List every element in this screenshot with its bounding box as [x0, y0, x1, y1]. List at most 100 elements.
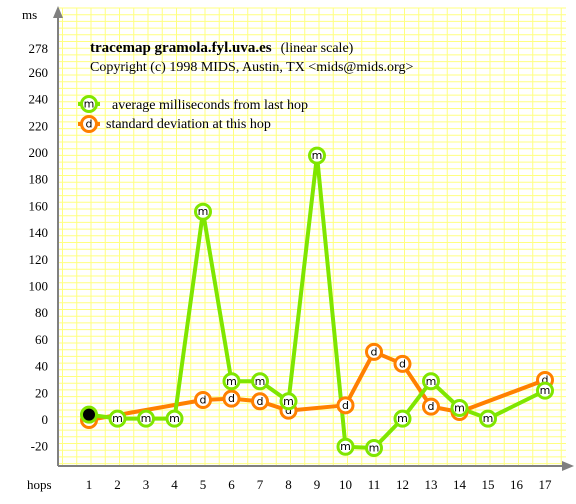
point-label: d [285, 404, 292, 417]
data-point-m: m [80, 405, 98, 424]
copyright-line: Copyright (c) 1998 MIDS, Austin, TX <mid… [90, 60, 413, 75]
grid [58, 7, 566, 466]
title-host: tracemap gramola.fyl.uva.es [90, 40, 272, 56]
point-label: m [169, 412, 180, 425]
data-point-m: m [251, 372, 269, 391]
y-tick-label: 180 [29, 172, 49, 187]
data-point-m: m [479, 409, 497, 428]
point-marker [251, 372, 269, 391]
point-label: d [257, 395, 264, 408]
data-point-m: m [165, 409, 184, 428]
legend-item-average: m average milliseconds from last hop [78, 95, 308, 113]
point-marker [194, 202, 212, 221]
data-point-m: m [450, 398, 469, 417]
point-marker [222, 389, 241, 408]
point-label: m [454, 401, 465, 414]
x-tick-label: 8 [285, 477, 292, 492]
data-point-m: m [336, 437, 355, 456]
data-point-d: d [336, 396, 355, 415]
data-point-d: d [393, 354, 412, 373]
point-label: m [483, 412, 494, 425]
legend-marker-d: d [86, 118, 93, 131]
data-point-m: m [194, 202, 212, 221]
x-tick-label: 7 [257, 477, 264, 492]
point-label: m [426, 375, 437, 388]
data-point-d: d [222, 389, 241, 408]
x-axis-arrow [562, 461, 574, 471]
x-tick-label: 16 [510, 477, 524, 492]
legend-marker-m: m [84, 98, 95, 111]
title-scale: (linear scale) [281, 41, 354, 56]
x-tick-label: 5 [200, 477, 207, 492]
point-label: m [397, 412, 408, 425]
data-point-m: m [393, 409, 412, 428]
data-point-d: d [422, 397, 440, 416]
y-tick-label: 40 [35, 359, 48, 374]
point-marker [308, 146, 326, 165]
x-axis-ticks: 1 2 3 4 5 6 7 8 9 10 11 12 13 14 15 16 17 [86, 477, 552, 492]
point-marker [365, 439, 383, 458]
point-marker [365, 342, 383, 361]
x-tick-label: 1 [86, 477, 93, 492]
point-label: m [369, 442, 380, 455]
x-tick-label: 4 [171, 477, 178, 492]
y-axis-unit: ms [22, 7, 37, 22]
chart-title: tracemap gramola.fyl.uva.es (linear scal… [90, 40, 413, 75]
data-point-m: m [279, 392, 298, 411]
data-point-d: d [194, 390, 212, 409]
x-tick-label: 12 [396, 477, 409, 492]
data-point-m: m [365, 439, 383, 458]
y-tick-label: 100 [29, 279, 49, 294]
point-marker [393, 409, 412, 428]
point-marker [422, 397, 440, 416]
point-label: m [198, 205, 209, 218]
point-label: d [371, 345, 378, 358]
x-axis-unit: hops [27, 477, 52, 492]
y-tick-label: 140 [29, 225, 49, 240]
point-label: m [540, 384, 551, 397]
y-tick-label: 60 [35, 332, 48, 347]
x-tick-label: 11 [368, 477, 381, 492]
point-marker [279, 392, 298, 411]
legend-item-stddev: d standard deviation at this hop [78, 115, 271, 133]
point-marker [137, 409, 155, 428]
point-marker [222, 372, 241, 391]
point-marker [393, 354, 412, 373]
x-tick-label: 6 [228, 477, 235, 492]
point-marker [80, 405, 98, 424]
series-line-m [88, 153, 546, 451]
x-tick-label: 14 [453, 477, 467, 492]
point-marker [108, 409, 127, 428]
point-label: m [312, 149, 323, 162]
point-label: m [255, 375, 266, 388]
data-point-m: m [422, 372, 440, 391]
x-tick-label: 9 [314, 477, 321, 492]
point-marker [251, 392, 269, 411]
x-tick-label: 17 [539, 477, 553, 492]
y-tick-label: 260 [29, 65, 49, 80]
y-tick-label: 278 [29, 41, 49, 56]
data-point-m: m [536, 381, 554, 400]
point-label: m [112, 412, 123, 425]
y-tick-label: 240 [29, 92, 49, 107]
y-axis-ticks: -20 0 20 40 60 80 100 120 140 160 180 200 220 240 260 2… [29, 41, 49, 454]
point-label: m [283, 395, 294, 408]
y-tick-label: 200 [29, 145, 49, 160]
legend: m average milliseconds from last hop d s… [78, 95, 308, 133]
x-tick-label: 15 [482, 477, 495, 492]
legend-label-stddev: standard deviation at this hop [106, 117, 271, 132]
axes [53, 6, 574, 471]
point-label: d [428, 400, 435, 413]
plot-area: dddddddddddmmmmmmmmmmmmmmmm [80, 146, 554, 458]
point-label: d [542, 373, 549, 386]
x-tick-label: 10 [339, 477, 352, 492]
point-label: m [226, 375, 237, 388]
point-marker [194, 390, 212, 409]
data-point-d: d [251, 392, 269, 411]
point-marker [479, 409, 497, 428]
point-marker [336, 396, 355, 415]
data-point-m: m [222, 372, 241, 391]
point-marker [450, 398, 469, 417]
